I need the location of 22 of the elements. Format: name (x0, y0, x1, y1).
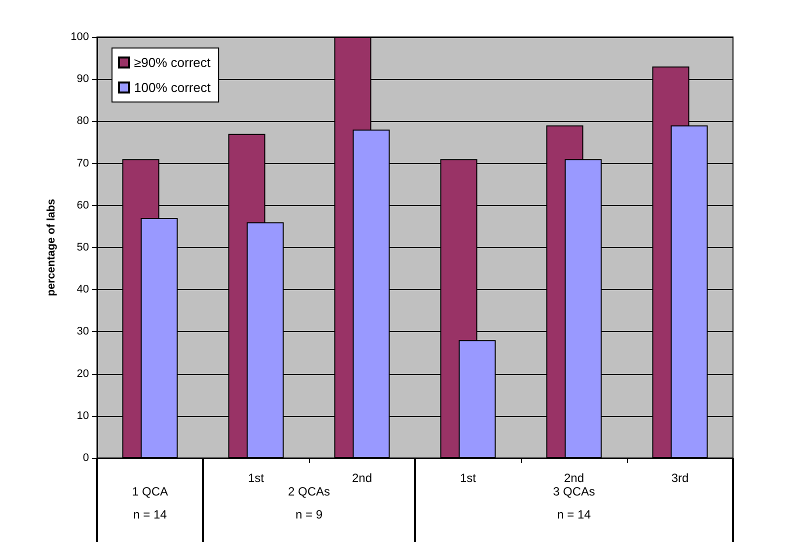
text: 3 QCAs n = 14 (552, 484, 596, 522)
y-axis-title: percentage of labs (46, 198, 58, 296)
legend-label: ≥90% correct (134, 55, 211, 70)
y-tick-label: 100 (70, 31, 89, 43)
text: 2 QCAs n = 9 (288, 484, 330, 522)
y-tick-label: 40 (76, 284, 89, 296)
x-tick-label: 3rd (671, 471, 689, 485)
text: 1 QCA n = 14 (132, 484, 168, 522)
y-tick-label: 50 (76, 242, 89, 254)
y-tick-label: 20 (76, 368, 89, 380)
x-tick-label: 2nd (352, 471, 372, 485)
y-tick-label: 60 (76, 199, 89, 212)
y-tick-label: 90 (76, 73, 89, 86)
y-tick-label: 30 (76, 326, 89, 338)
y-tick-label: 0 (82, 452, 89, 464)
legend-label: 100% correct (134, 80, 211, 95)
x-tick-label: 2nd (564, 471, 584, 485)
y-tick-label: 10 (76, 410, 89, 422)
y-tick-label: 80 (76, 115, 89, 128)
y-tick-label: 70 (76, 157, 89, 170)
x-tick-label: 1st (248, 471, 265, 485)
x-tick-label: 1st (460, 471, 477, 485)
